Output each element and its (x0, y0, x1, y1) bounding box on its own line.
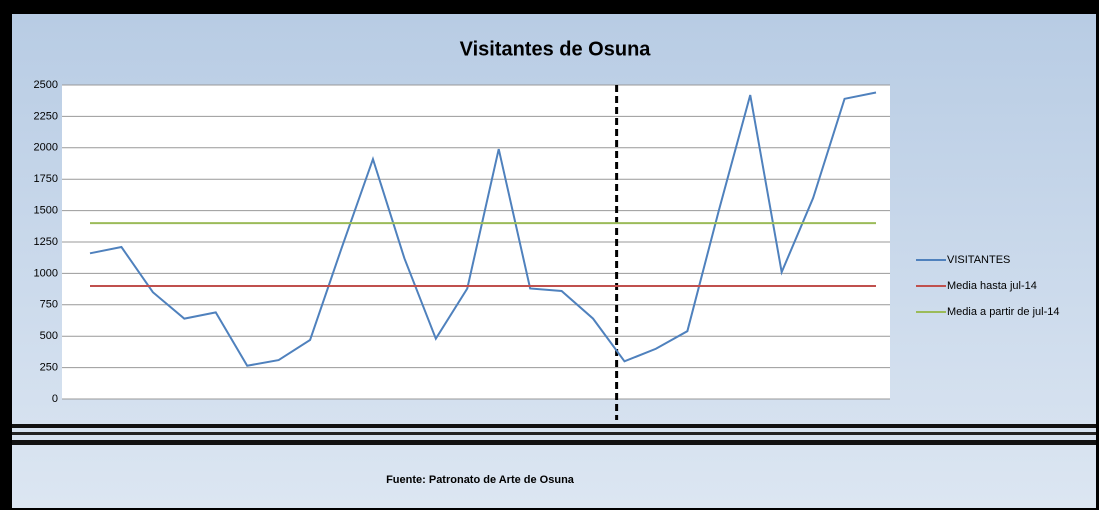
legend-label: VISITANTES (947, 254, 1010, 266)
y-tick-label: 500 (40, 330, 58, 342)
y-tick-label: 2250 (34, 110, 58, 122)
y-tick-label: 2000 (34, 142, 58, 154)
label-artifact (12, 424, 1096, 428)
series-line (89, 91, 877, 367)
y-tick-label: 750 (40, 299, 58, 311)
y-tick-label: 250 (40, 362, 58, 374)
y-tick-label: 0 (52, 393, 58, 405)
chart-title: Visitantes de Osuna (460, 38, 652, 60)
y-tick-label: 1250 (34, 236, 58, 248)
y-tick-label: 1000 (34, 267, 58, 279)
y-tick-label: 1750 (34, 173, 58, 185)
label-artifact (12, 432, 1096, 435)
legend-label: Media a partir de jul-14 (947, 306, 1060, 318)
y-tick-label: 2500 (34, 79, 58, 91)
label-artifact (12, 440, 1096, 445)
source-note: Fuente: Patronato de Arte de Osuna (386, 474, 575, 486)
legend-label: Media hasta jul-14 (947, 280, 1037, 292)
y-tick-label: 1500 (34, 205, 58, 217)
